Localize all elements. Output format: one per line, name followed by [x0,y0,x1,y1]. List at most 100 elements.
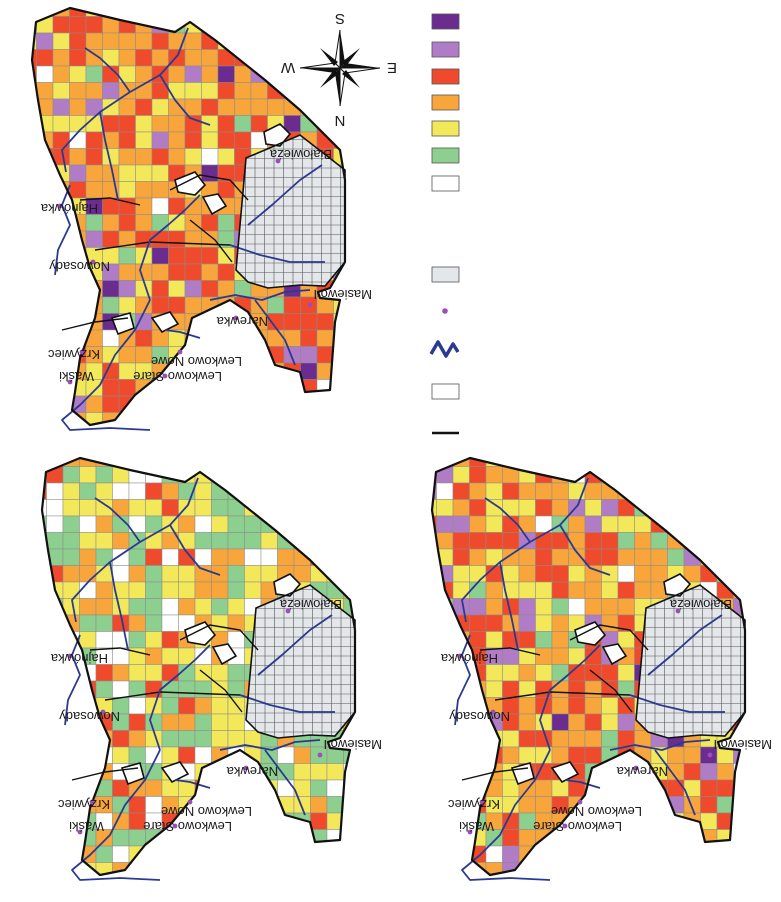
grid-cell [569,879,586,896]
river-line [164,329,201,339]
grid-cell [217,412,235,425]
grid-cell [151,296,169,314]
grid-cell [32,313,37,331]
grid-cell [135,313,153,331]
river-line [654,749,696,816]
grid-cell [185,429,202,446]
grid-cell [161,614,179,632]
grid-cell [519,879,536,896]
grid-cell [52,16,70,34]
forest-boundary [430,456,747,877]
grid-cell [85,296,103,314]
grid-cell [118,296,136,314]
grid-cell [79,565,97,583]
grid-cell [310,763,328,781]
grid-cell [310,466,328,484]
grid-cell [42,548,47,566]
grid-cell [260,829,278,847]
grid-cell [551,598,569,616]
grid-cell [283,395,301,413]
grid-cell [518,812,536,830]
grid-cell [310,499,328,517]
grid-cell [161,730,179,748]
river-line [84,47,131,93]
grid-cell [343,532,355,550]
grid-cell [326,845,344,863]
grid-cell [151,395,169,413]
grid-cell [32,8,37,17]
grid-cell [194,680,212,698]
grid-cell [584,862,602,875]
grid-cell [432,614,437,632]
grid-cell [62,532,80,550]
grid-cell [316,8,334,17]
grid-cell [436,862,454,875]
grid-cell [112,458,130,467]
grid-cell [46,730,64,748]
grid-cell [152,429,169,446]
grid-cell [617,532,635,550]
grid-cell [62,779,80,797]
grid-cell [277,746,295,764]
grid-cell [750,450,767,467]
grid-cell [452,763,470,781]
grid-cell [360,599,377,616]
grid-cell [283,8,301,17]
grid-cell [201,247,219,265]
grid-cell [36,329,54,347]
grid-cell [518,499,536,517]
river-line [94,497,141,543]
grid-cell [485,845,503,863]
grid-cell [343,548,355,566]
grid-cell [518,466,536,484]
grid-cell [535,647,553,665]
grid-cell [568,458,586,467]
grid-cell [469,730,487,748]
settlement-dot [562,823,568,829]
legend [429,13,460,435]
grid-cell [161,565,179,583]
grid-cell [201,131,219,149]
grid-cell [161,458,179,467]
grid-cell [178,730,196,748]
grid-cell [70,429,87,446]
grid-cell [485,598,503,616]
grid-cell [432,779,437,797]
grid-cell [260,482,278,500]
grid-cell [535,779,553,797]
grid-cell [129,879,146,896]
grid-cell [360,764,377,781]
grid-cell [95,614,113,632]
grid-cell [469,598,487,616]
grid-cell [227,565,245,583]
settlement-dot [479,799,485,805]
grid-cell [95,845,113,863]
grid-cell [135,263,153,281]
grid-cell [333,412,345,425]
grid-cell [552,879,569,896]
grid-cell [168,8,186,17]
grid-cell [217,82,235,100]
river-line [264,749,306,816]
grid-cell [32,263,37,281]
grid-cell [119,429,136,446]
grid-cell [617,713,635,731]
grid-cell [267,296,285,314]
grid-cell [267,98,285,116]
grid-cell [234,32,252,50]
river-line [239,694,335,713]
grid-cell [750,566,767,583]
grid-cell [360,830,377,847]
grid-cell [102,8,120,17]
grid-cell [278,879,295,896]
grid-cell [151,247,169,265]
grid-cell [118,32,136,50]
grid-cell [227,515,245,533]
grid-cell [42,664,47,682]
grid-cell [584,680,602,698]
grid-cell [668,879,685,896]
grid-cell [118,131,136,149]
grid-cell [316,412,334,425]
grid-cell [617,499,635,517]
grid-cell [267,329,285,347]
